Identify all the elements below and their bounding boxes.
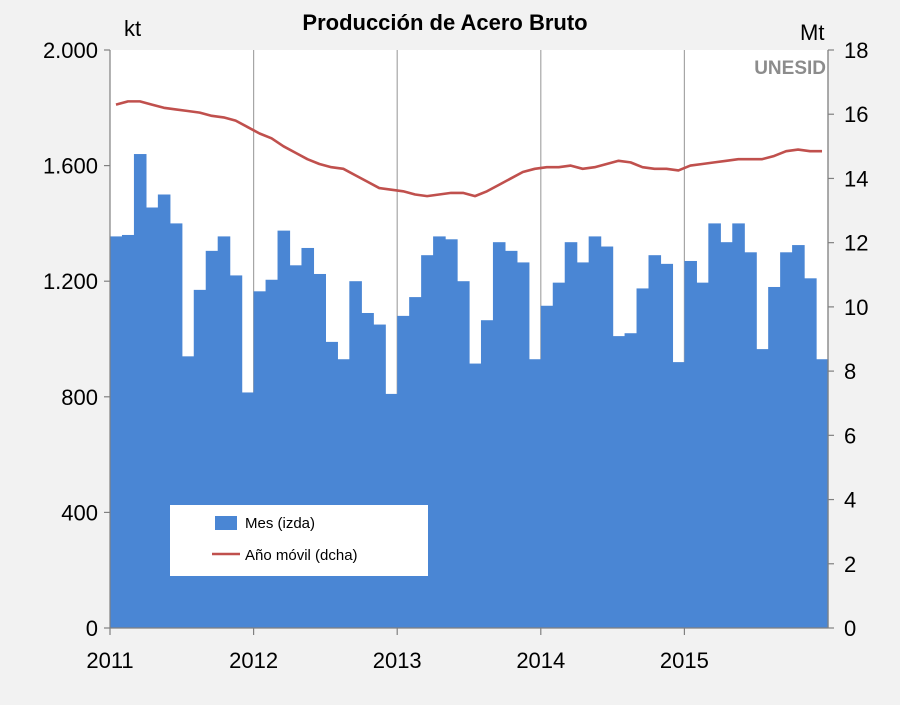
- bar: [516, 262, 530, 628]
- right-tick-label: 8: [844, 359, 856, 384]
- bar: [720, 242, 733, 628]
- bar: [744, 252, 757, 629]
- bar: [528, 359, 542, 628]
- bar: [121, 234, 135, 628]
- x-tick-label: 2011: [86, 648, 133, 673]
- bar: [337, 359, 350, 628]
- bar: [397, 315, 410, 628]
- x-tick-label: 2015: [660, 648, 709, 673]
- legend-bar-swatch: [215, 516, 237, 530]
- legend: Mes (izda) Año móvil (dcha): [170, 505, 428, 576]
- right-tick-label: 12: [844, 231, 868, 256]
- bar: [624, 333, 638, 628]
- bar: [540, 305, 554, 628]
- bar: [804, 278, 817, 628]
- chart-title: Producción de Acero Bruto: [302, 10, 587, 35]
- bar: [648, 255, 662, 628]
- bar: [792, 245, 805, 628]
- bar: [756, 349, 769, 628]
- bar: [373, 324, 386, 628]
- bar: [145, 207, 159, 628]
- left-tick-label: 1.200: [43, 269, 98, 294]
- bar: [732, 223, 745, 628]
- bar: [157, 194, 171, 628]
- bar: [816, 359, 829, 628]
- bar: [433, 236, 446, 628]
- bar: [684, 260, 697, 628]
- left-axis-unit: kt: [124, 16, 141, 41]
- right-tick-label: 6: [844, 423, 856, 448]
- line-layer: [115, 100, 823, 198]
- right-tick-label: 0: [844, 616, 856, 641]
- bar: [469, 363, 482, 628]
- bar: [110, 236, 123, 628]
- unesid-watermark: UNESID: [754, 58, 826, 79]
- bar: [492, 242, 506, 628]
- bar: [780, 252, 793, 629]
- right-tick-label: 10: [844, 295, 868, 320]
- bar: [409, 297, 422, 628]
- x-tick-label: 2012: [229, 648, 278, 673]
- legend-box: [170, 505, 428, 576]
- right-tick-label: 4: [844, 488, 856, 513]
- bar: [588, 236, 602, 628]
- bar: [181, 356, 195, 628]
- bar: [552, 282, 566, 628]
- bar: [576, 262, 590, 628]
- bar: [636, 288, 650, 628]
- bar: [612, 336, 626, 628]
- left-tick-label: 2.000: [43, 38, 98, 63]
- left-tick-label: 1.600: [43, 154, 98, 179]
- bar: [564, 242, 578, 628]
- bar: [445, 239, 458, 629]
- bar: [768, 286, 781, 628]
- left-tick-label: 800: [61, 385, 98, 410]
- bar: [600, 246, 614, 628]
- bar: [361, 312, 374, 628]
- axis-layer: 0 400 800 1.200 1.600 2.000 0 2 4 6 8 10 12 14 16 18 201…: [43, 38, 869, 673]
- legend-label-monthly: Mes (izda): [245, 515, 315, 532]
- right-tick-label: 18: [844, 38, 868, 63]
- right-tick-label: 2: [844, 552, 856, 577]
- bar: [696, 282, 709, 628]
- rolling-year-line: [115, 100, 823, 198]
- bar: [660, 263, 674, 628]
- bar: [708, 223, 721, 628]
- bar: [457, 281, 470, 628]
- left-tick-label: 0: [86, 616, 98, 641]
- left-tick-label: 400: [61, 500, 98, 525]
- bar: [133, 154, 147, 629]
- bar: [325, 341, 338, 628]
- right-tick-label: 14: [844, 166, 868, 191]
- right-axis-unit: Mt: [800, 20, 824, 45]
- bar: [480, 320, 494, 628]
- bar: [253, 291, 267, 628]
- right-tick-label: 16: [844, 102, 868, 127]
- legend-label-rolling: Año móvil (dcha): [245, 547, 358, 564]
- bar: [672, 362, 685, 628]
- x-tick-label: 2014: [516, 648, 565, 673]
- x-tick-label: 2013: [373, 648, 422, 673]
- bar: [193, 289, 207, 628]
- bar: [504, 250, 518, 629]
